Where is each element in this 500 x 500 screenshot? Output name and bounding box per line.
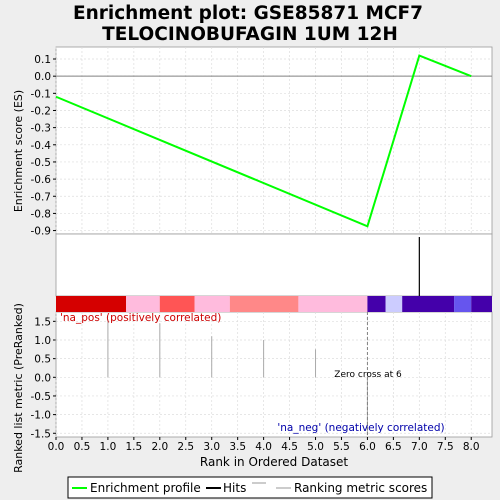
enrichment-y-tick-label: -0.1 <box>31 88 52 100</box>
x-tick-label: 6.5 <box>385 441 402 453</box>
x-tick-label: 0.0 <box>48 441 65 453</box>
enrichment-y-tick-label: -0.2 <box>31 105 52 117</box>
enrichment-y-tick-label: 0.1 <box>34 54 51 66</box>
x-tick-label: 0.5 <box>74 441 91 453</box>
enrichment-y-axis-label: Enrichment score (ES) <box>12 90 25 212</box>
enrichment-y-tick-label: -0.7 <box>31 191 52 203</box>
x-tick-label: 5.5 <box>333 441 350 453</box>
enrichment-y-tick-label: 0.0 <box>34 71 51 83</box>
ranked-list-y-tick-label: -0.5 <box>31 391 52 403</box>
legend-hits-label: Hits <box>223 481 246 495</box>
rank-color-band-segment <box>194 296 230 312</box>
x-tick-label: 2.5 <box>177 441 194 453</box>
zero-cross-label: Zero cross at 6 <box>334 370 402 380</box>
ranked-list-y-tick-label: -1.5 <box>31 428 52 440</box>
legend: Enrichment profile Hits Ranking metric s… <box>67 476 433 499</box>
hits-panel <box>55 233 493 297</box>
rank-color-band-segment <box>367 296 386 312</box>
x-tick-label: 7.0 <box>411 441 428 453</box>
ranked-list-y-tick-label: 1.5 <box>34 316 51 328</box>
ranked-list-y-tick-label: 0.0 <box>34 372 51 384</box>
ranked-list-y-ticks: 1.5 1.0 0.5 0.0 -0.5 -1.0 -1.5 <box>31 316 56 440</box>
x-tick-label: 5.0 <box>307 441 324 453</box>
enrichment-y-tick-label: -0.8 <box>31 208 52 220</box>
rank-color-band-segment <box>454 296 472 312</box>
enrichment-y-tick-label: -0.4 <box>31 140 52 152</box>
enrichment-y-tick-label: -0.3 <box>31 123 52 135</box>
enrichment-y-tick-label: -0.9 <box>31 226 52 238</box>
x-tick-label: 3.5 <box>229 441 246 453</box>
enrichment-profile-series <box>55 54 472 228</box>
x-tick-label: 4.0 <box>255 441 272 453</box>
chart-title: Enrichment plot: GSE85871 MCF7 TELOCINOB… <box>73 3 423 45</box>
ranked-list-panel <box>55 311 493 438</box>
rank-color-band-segment <box>126 296 160 312</box>
rank-color-band-segment <box>402 296 455 312</box>
ranking-metric-series <box>55 317 368 436</box>
x-tick-label: 1.5 <box>126 441 143 453</box>
rank-color-band-segment <box>56 296 127 312</box>
x-axis-label: Rank in Ordered Dataset <box>200 455 348 469</box>
rank-color-band <box>56 296 492 312</box>
ranked-list-y-tick-label: -1.0 <box>31 410 52 422</box>
enrichment-profile-line <box>55 54 472 228</box>
x-tick-label: 1.0 <box>100 441 117 453</box>
x-tick-label: 3.0 <box>203 441 220 453</box>
chart-title-line-2: TELOCINOBUFAGIN 1UM 12H <box>102 24 398 45</box>
rank-color-band-segment <box>159 296 195 312</box>
enrichment-y-tick-label: -0.6 <box>31 174 52 186</box>
rank-color-band-segment <box>385 296 403 312</box>
ranked-list-grid <box>55 312 492 437</box>
ranked-list-y-tick-label: 0.5 <box>34 354 51 366</box>
rank-color-band-segment <box>298 296 368 312</box>
x-tick-label: 8.0 <box>463 441 480 453</box>
x-tick-label: 4.5 <box>281 441 298 453</box>
neg-correlation-label: 'na_neg' (negatively correlated) <box>277 422 444 434</box>
enrichment-y-ticks: 0.1 0.0 -0.1 -0.2 -0.3 -0.4 -0.5 -0.6 -0.7 -0.8 -0… <box>31 54 56 238</box>
x-ticks: 0.0 0.5 1.0 1.5 2.0 2.5 3.0 3.5 4.0 4.5 5.0 5.5 6.0 6… <box>48 437 480 453</box>
rank-color-band-segment <box>471 296 492 312</box>
chart-title-line-1: Enrichment plot: GSE85871 MCF7 <box>73 3 423 24</box>
pos-correlation-label: 'na_pos' (positively correlated) <box>60 312 221 324</box>
enrichment-panel <box>55 46 493 235</box>
legend-box <box>67 476 433 499</box>
x-tick-label: 6.0 <box>359 441 376 453</box>
ranked-list-y-axis-label: Ranked list metric (PreRanked) <box>12 303 25 473</box>
x-tick-label: 2.0 <box>151 441 168 453</box>
ranked-list-y-tick-label: 1.0 <box>34 335 51 347</box>
legend-enrichment-profile-label: Enrichment profile <box>90 481 201 495</box>
rank-color-band-segment <box>229 296 299 312</box>
legend-ranking-metric-label: Ranking metric scores <box>294 481 427 495</box>
x-tick-label: 7.5 <box>437 441 454 453</box>
enrichment-y-tick-label: -0.5 <box>31 157 52 169</box>
